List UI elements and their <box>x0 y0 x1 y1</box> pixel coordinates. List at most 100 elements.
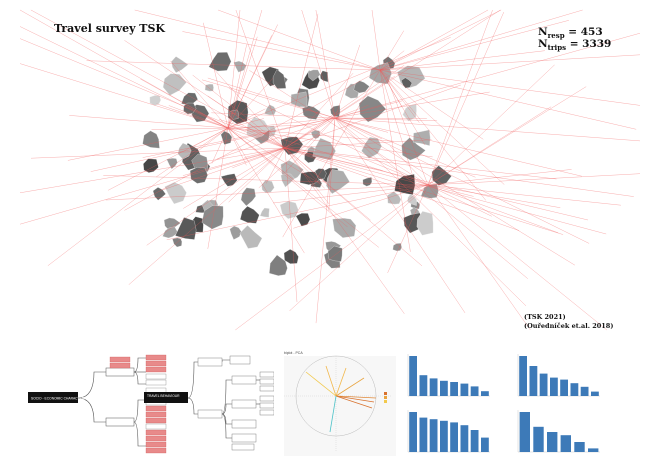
trip-line <box>228 88 429 186</box>
trip-line <box>427 169 572 186</box>
district-polygon <box>269 254 288 276</box>
trip-line <box>284 139 432 149</box>
trip-line <box>86 60 381 71</box>
trip-line <box>284 147 564 235</box>
district-polygon <box>162 73 187 96</box>
trip-line <box>124 69 381 211</box>
trip-line <box>284 147 298 303</box>
district-polygon <box>416 211 434 236</box>
trip-line <box>334 117 427 119</box>
district-polygon <box>307 69 321 82</box>
trip-line <box>315 117 336 324</box>
trip-line <box>379 9 583 71</box>
trip-line <box>284 147 405 314</box>
bar <box>409 356 417 396</box>
trip-line <box>315 9 336 119</box>
biplot-arrows <box>305 365 377 433</box>
district-polygon <box>280 136 304 156</box>
trip-line <box>67 127 229 161</box>
district-polygon <box>204 83 214 92</box>
trip-line <box>151 127 229 130</box>
district-polygon <box>143 158 159 173</box>
trip-line <box>258 117 336 189</box>
bar <box>409 412 417 452</box>
trip-line <box>379 69 486 201</box>
trip-line <box>379 9 502 71</box>
district-polygon <box>295 213 311 227</box>
trip-line <box>227 77 274 129</box>
trip-line <box>146 147 286 246</box>
district-polygon <box>413 129 431 146</box>
bar <box>429 378 438 396</box>
district-polygon <box>162 226 179 239</box>
trip-line <box>371 9 381 71</box>
trip-line <box>282 69 381 238</box>
bar <box>529 366 538 396</box>
district-polygon <box>240 206 260 224</box>
bar <box>470 386 479 396</box>
bar-chart-4 <box>517 410 600 453</box>
bar-chart-3 <box>407 410 490 453</box>
bar <box>460 425 469 452</box>
trip-line <box>379 50 405 71</box>
trip-line <box>185 105 229 129</box>
trip-line <box>182 31 381 71</box>
trip-line <box>30 147 286 159</box>
trip-line <box>227 36 258 129</box>
trip-line <box>334 117 641 142</box>
bar <box>547 432 558 452</box>
district-polygon <box>272 69 287 89</box>
bar <box>550 377 558 396</box>
map-title: Travel survey TSK <box>54 22 165 35</box>
district-polygon <box>401 137 426 161</box>
trip-line <box>166 184 429 241</box>
district-polygon <box>362 177 373 187</box>
trip-line <box>379 54 641 71</box>
bar <box>588 448 599 452</box>
bar <box>419 375 428 396</box>
trip-line <box>427 12 505 186</box>
trip-line <box>328 117 336 211</box>
trip-line <box>284 147 607 235</box>
district-polygon <box>149 95 161 106</box>
trip-line <box>379 69 413 174</box>
trip-line <box>69 115 229 129</box>
trip-line <box>156 103 229 129</box>
trip-line <box>334 91 490 119</box>
respondents-count: Nresp = 453 <box>538 26 603 41</box>
travel-behaviour-tree: TRAVEL BEHAVIOUR <box>144 355 274 451</box>
trip-line <box>285 117 336 173</box>
trip-line <box>245 128 286 149</box>
bar <box>440 420 448 452</box>
bar <box>429 419 438 452</box>
district-polygon <box>290 91 308 108</box>
bar <box>481 391 489 396</box>
trip-line <box>334 117 466 314</box>
district-polygon <box>201 205 224 230</box>
trip-line <box>379 69 484 140</box>
trip-line <box>379 69 420 123</box>
trip-line <box>334 117 576 266</box>
district-polygon <box>233 60 247 73</box>
trip-line <box>170 60 229 129</box>
trip-line <box>232 147 286 169</box>
trip-line <box>379 20 569 71</box>
trip-line <box>334 100 403 119</box>
trip-line <box>235 9 286 149</box>
trip-flow-map <box>19 9 641 331</box>
bar <box>460 383 469 396</box>
trip-line <box>379 50 545 71</box>
trip-line <box>162 147 286 191</box>
trip-line <box>183 117 336 209</box>
bar <box>519 412 530 452</box>
trip-line <box>334 117 528 279</box>
district-polygon <box>166 158 178 170</box>
district-polygon <box>239 225 263 249</box>
bar <box>591 391 599 396</box>
trip-line <box>284 147 634 197</box>
biplot-title: biplot - PCA <box>284 351 303 355</box>
bar <box>539 373 548 396</box>
trip-line <box>427 184 559 234</box>
bar <box>481 437 489 452</box>
trip-line <box>193 127 229 147</box>
